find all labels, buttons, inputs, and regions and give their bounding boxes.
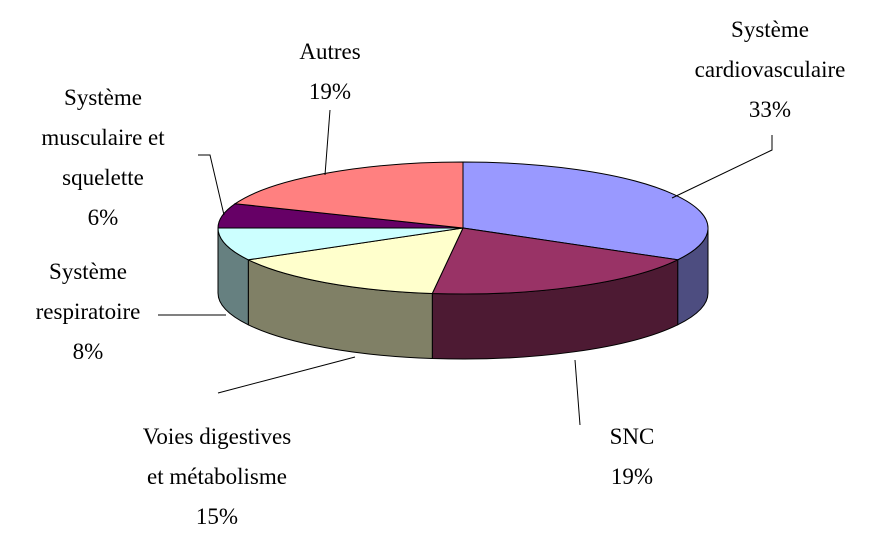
- slice: [462, 161, 709, 261]
- leader-line: [574, 359, 581, 426]
- leader-line: [217, 356, 356, 394]
- value-label: 33%: [748, 97, 792, 122]
- category-name: Système musculaire et squelette: [41, 85, 165, 190]
- leader-line: [324, 109, 331, 176]
- slices: [217, 161, 709, 360]
- category-name: Voies digestives et métabolisme: [142, 424, 292, 489]
- value-label: 6%: [87, 205, 119, 230]
- slice-label: Système respiratoire 8%: [36, 252, 141, 372]
- slice-label: Système cardiovasculaire 33%: [695, 10, 846, 130]
- pie-area: [158, 109, 773, 426]
- category-name: Système respiratoire: [35, 259, 141, 324]
- slice-label: SNC 19%: [610, 417, 655, 497]
- chart: Système cardiovasculaire 33% SNC 19% Voies d…: [36, 10, 846, 529]
- value-label: 8%: [72, 339, 104, 364]
- slice-label: Système musculaire et squelette 6%: [41, 78, 164, 238]
- value-label: 19%: [610, 464, 654, 489]
- leader-line: [198, 154, 225, 216]
- slice: [431, 227, 680, 295]
- slice: [246, 227, 464, 294]
- slice-label: Voies digestives et métabolisme 15%: [143, 417, 291, 537]
- category-name: Système cardiovasculaire: [694, 17, 846, 82]
- value-label: 15%: [195, 504, 239, 529]
- category-name: SNC: [609, 424, 655, 449]
- slice: [217, 227, 464, 261]
- value-label: 19%: [308, 79, 352, 104]
- slice-label: Autres 19%: [299, 32, 360, 112]
- leader-line: [671, 135, 773, 199]
- category-name: Autres: [299, 39, 361, 64]
